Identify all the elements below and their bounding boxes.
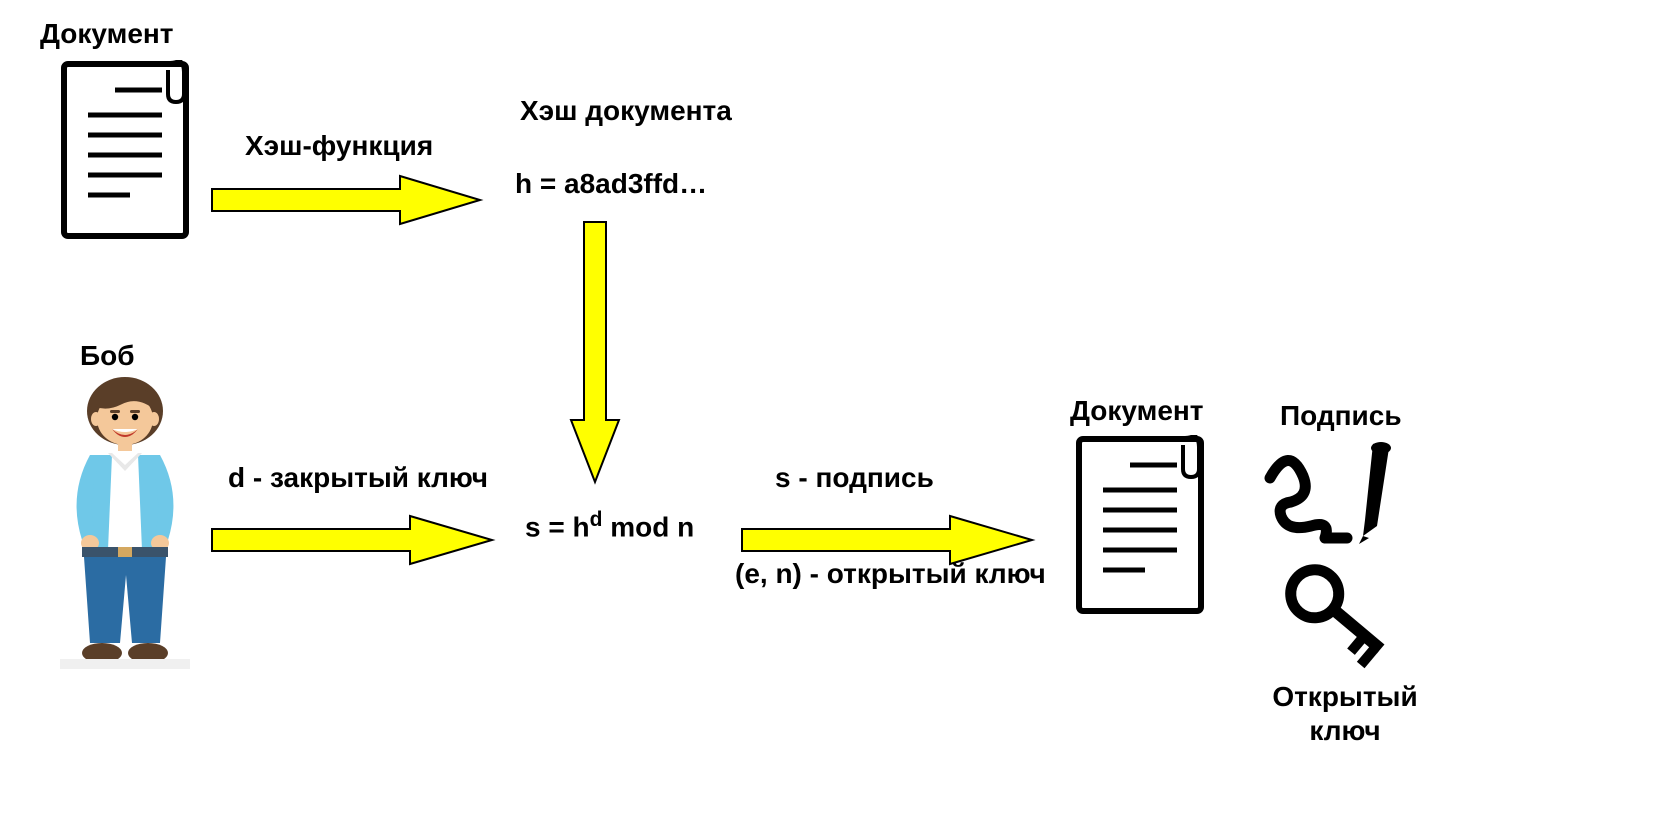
arrow-hash-to-sign [565, 220, 625, 490]
hash-formula: h = a8ad3ffd… [515, 168, 707, 200]
private-key-label: d - закрытый ключ [228, 462, 488, 494]
signature-s-label: s - подпись [775, 462, 934, 494]
document-top-label: Документ [40, 18, 174, 50]
signature-right-label: Подпись [1280, 400, 1402, 432]
sign-formula: s = hd mod n [525, 508, 694, 543]
key-icon [1275, 560, 1405, 670]
sign-prefix: s = h [525, 511, 590, 542]
public-key-right-label: Открытый ключ [1255, 680, 1435, 747]
arrow-to-output [740, 510, 1040, 570]
bob-label: Боб [80, 340, 135, 372]
sign-suffix: mod n [602, 511, 694, 542]
hash-function-label: Хэш-функция [245, 130, 433, 162]
document-right-icon [1075, 435, 1205, 615]
sign-exponent: d [590, 508, 603, 531]
bob-person-icon [60, 375, 190, 675]
document-top-icon [60, 60, 190, 240]
hash-document-label: Хэш документа [520, 95, 732, 127]
document-right-label: Документ [1070, 395, 1204, 427]
signature-pen-icon [1255, 438, 1415, 548]
arrow-private-key [210, 510, 500, 570]
arrow-hash-function [210, 170, 490, 230]
